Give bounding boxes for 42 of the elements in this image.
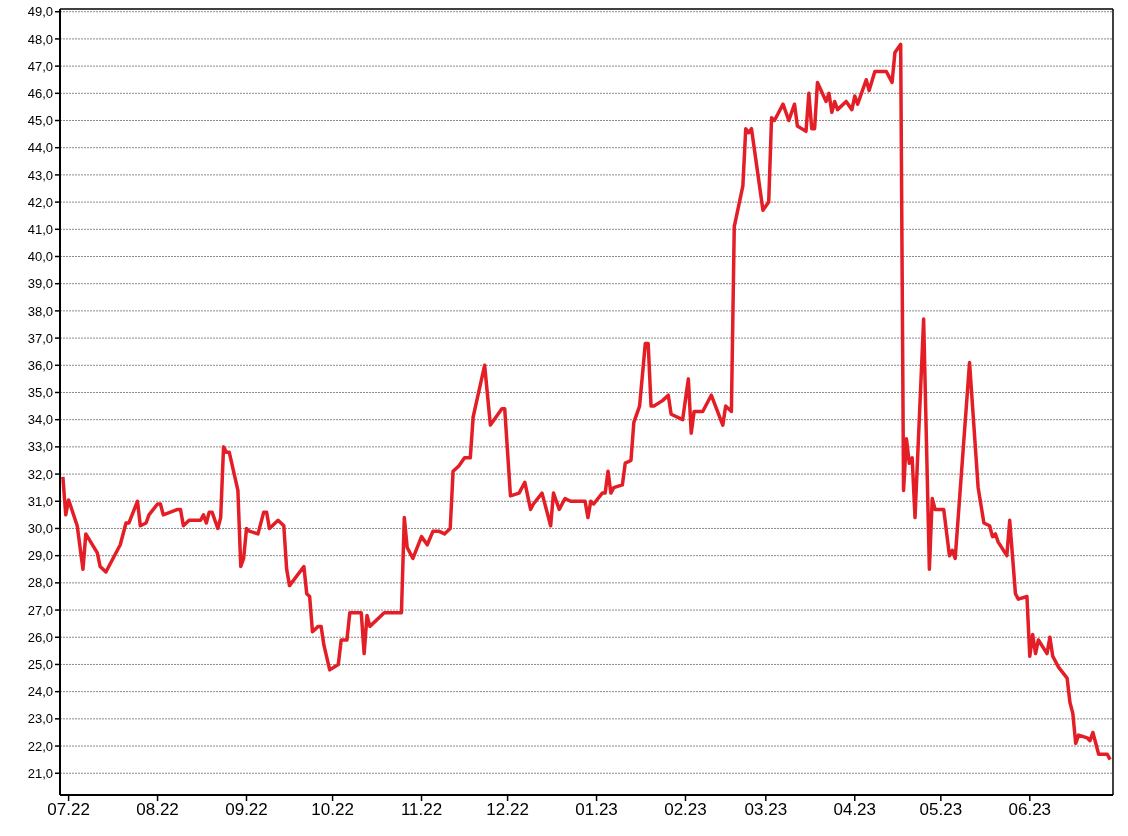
y-tick-label: 44,0: [27, 140, 53, 156]
y-tick-label: 24,0: [27, 684, 53, 700]
x-tick-label: 12.22: [486, 800, 529, 820]
x-tick-label: 02.23: [664, 800, 707, 820]
y-tick-label: 42,0: [27, 194, 53, 210]
y-tick-label: 37,0: [27, 330, 53, 346]
y-tick-label: 26,0: [27, 629, 53, 645]
x-tick-label: 03.23: [744, 800, 788, 820]
y-tick-label: 35,0: [27, 385, 53, 401]
y-tick-label: 32,0: [27, 466, 53, 482]
x-tick-label: 11.22: [400, 800, 443, 820]
y-tick-label: 31,0: [27, 493, 53, 509]
y-tick-label: 48,0: [27, 31, 53, 47]
y-tick-label: 34,0: [27, 412, 53, 428]
y-tick-label: 41,0: [27, 221, 53, 237]
x-tick-label: 01.23: [575, 800, 618, 820]
y-tick-label: 21,0: [27, 765, 53, 781]
x-tick-label: 04.23: [833, 800, 877, 820]
x-tick-label: 10.22: [311, 800, 354, 820]
x-tick-label: 06.23: [1008, 800, 1052, 820]
x-tick-label: 09.22: [225, 800, 268, 820]
x-tick-label: 05.23: [919, 800, 963, 820]
y-tick-label: 22,0: [27, 738, 53, 754]
y-tick-label: 30,0: [27, 521, 53, 537]
x-tick-label: 07.22: [47, 800, 90, 820]
y-tick-label: 36,0: [27, 357, 53, 373]
y-tick-label: 47,0: [27, 58, 53, 74]
y-tick-label: 23,0: [27, 711, 53, 727]
y-tick-label: 40,0: [27, 249, 53, 265]
y-tick-label: 45,0: [27, 113, 53, 129]
y-tick-label: 25,0: [27, 657, 53, 673]
y-tick-label: 39,0: [27, 276, 53, 292]
y-tick-label: 46,0: [27, 85, 53, 101]
y-tick-label: 29,0: [27, 548, 53, 564]
y-tick-label: 33,0: [27, 439, 53, 455]
y-tick-label: 49,0: [27, 4, 53, 20]
y-tick-label: 38,0: [27, 303, 53, 319]
x-tick-label: 08.22: [136, 800, 179, 820]
y-tick-label: 27,0: [27, 602, 53, 618]
y-tick-label: 28,0: [27, 575, 53, 591]
line-series: [61, 42, 1112, 762]
y-tick-label: 43,0: [27, 167, 53, 183]
